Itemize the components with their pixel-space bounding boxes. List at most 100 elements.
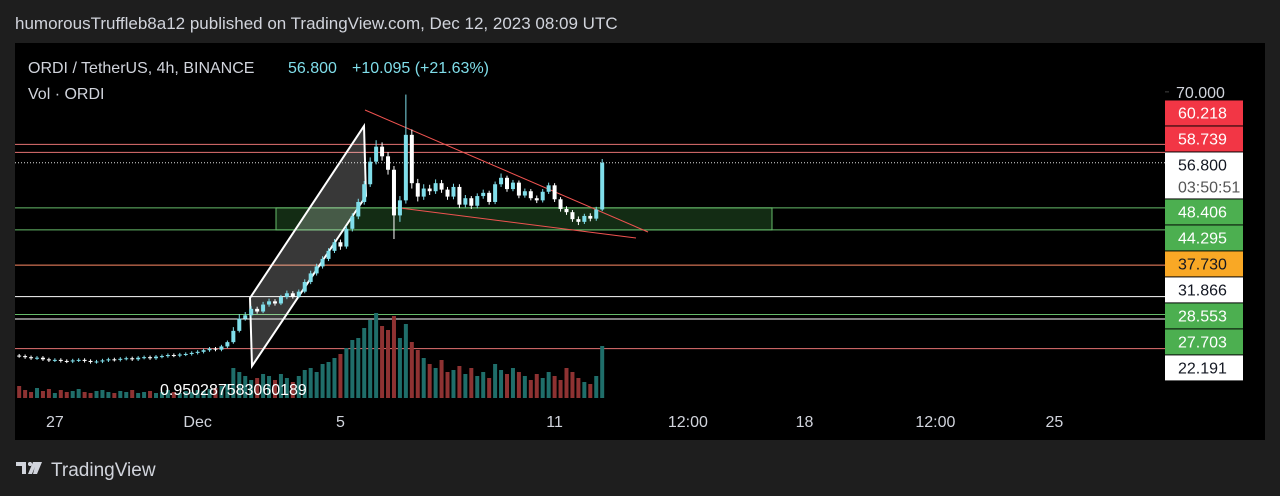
price-label-box [1165,100,1243,126]
volume-bar [302,370,307,398]
candle-body [106,359,111,361]
volume-bar [195,390,200,398]
volume-bar [522,376,527,398]
volume-bar [46,389,51,398]
volume-bar [35,388,40,398]
price-label: 28.553 [1178,308,1227,325]
candle-body [505,177,510,190]
volume-bar [255,378,260,398]
candle-body [284,293,289,298]
price-label: 37.730 [1178,256,1227,273]
candle-body [552,185,557,200]
candle-body [130,358,135,360]
volume-bar [487,378,492,398]
volume-bar [510,368,515,398]
volume-bar [600,346,605,398]
price-label-box [1165,152,1243,199]
candle-body [52,359,57,361]
candle-body [267,301,272,305]
candle-body [40,357,45,360]
candle-body [88,360,93,363]
candle-body [445,189,450,197]
y-tick-label: 70.000 [1176,85,1225,102]
volume-bar [409,342,414,398]
candle-body [261,304,266,312]
volume-bar [52,393,57,398]
candle-body [368,161,373,185]
volume-bar [124,392,129,398]
candle-body [219,346,224,350]
volume-bar [207,389,212,398]
x-tick-label: 12:00 [915,414,955,431]
volume-bar [177,393,182,398]
candle-body [391,169,396,216]
price-change: +10.095 (+21.63%) [352,60,489,77]
volume-bar [136,393,141,398]
volume-bar [249,380,254,398]
x-tick-label: 12:00 [668,414,708,431]
volume-bar [564,368,569,398]
volume-bar [457,366,462,398]
candle-body [46,359,51,361]
candle-body [433,183,438,192]
candle-body [576,219,581,222]
candle-body [546,185,551,192]
candle-body [451,186,456,197]
volume-bar [439,360,444,398]
price-label-box [1165,355,1243,381]
volume-bar [88,393,93,398]
volume-bar [403,324,408,398]
candle-body [249,308,254,316]
candle-body [338,242,343,247]
volume-bar [391,316,396,398]
price-label-box [1165,126,1243,152]
candle-body [380,146,385,157]
candle-body [582,215,587,222]
candle-body [397,200,402,216]
volume-label: Vol · ORDI [28,86,104,103]
volume-bar [499,370,504,398]
countdown: 03:50:51 [1178,179,1240,196]
candle-body [296,291,301,297]
volume-bar [570,372,575,398]
volume-bar [427,364,432,398]
volume-bar [118,391,123,398]
candle-body [112,359,117,361]
x-tick-label: 27 [46,414,64,431]
candle-body [82,359,87,361]
candle-body [70,360,75,362]
volume-bar [362,328,367,398]
x-tick-label: 18 [796,414,814,431]
volume-bar [142,392,147,398]
volume-bar [451,370,456,398]
volume-bar [261,374,266,398]
candle-body [189,352,194,354]
volume-bar [64,392,69,398]
volume-bar [433,368,438,398]
volume-bar [344,348,349,398]
volume-bar [445,372,450,398]
price-label: 56.800 [1178,157,1227,174]
candle-body [415,183,420,197]
volume-bar [314,372,319,398]
volume-bar [183,391,188,398]
candle-body [272,301,277,304]
candle-body [17,355,22,357]
x-tick-label: 11 [546,414,563,431]
volume-bar [159,392,164,398]
plot [15,94,1165,398]
candle-body [487,192,492,202]
candle-body [94,361,99,363]
candle-body [35,357,40,359]
price-label-box [1165,199,1243,225]
volume-bar [493,364,498,398]
candle-body [350,216,355,229]
price-label-box [1165,303,1243,329]
candle-body [136,357,141,360]
candle-body [493,184,498,202]
candle-body [558,199,563,209]
candle-body [588,215,593,219]
volume-bar [397,338,402,398]
volume-bar [189,392,194,398]
